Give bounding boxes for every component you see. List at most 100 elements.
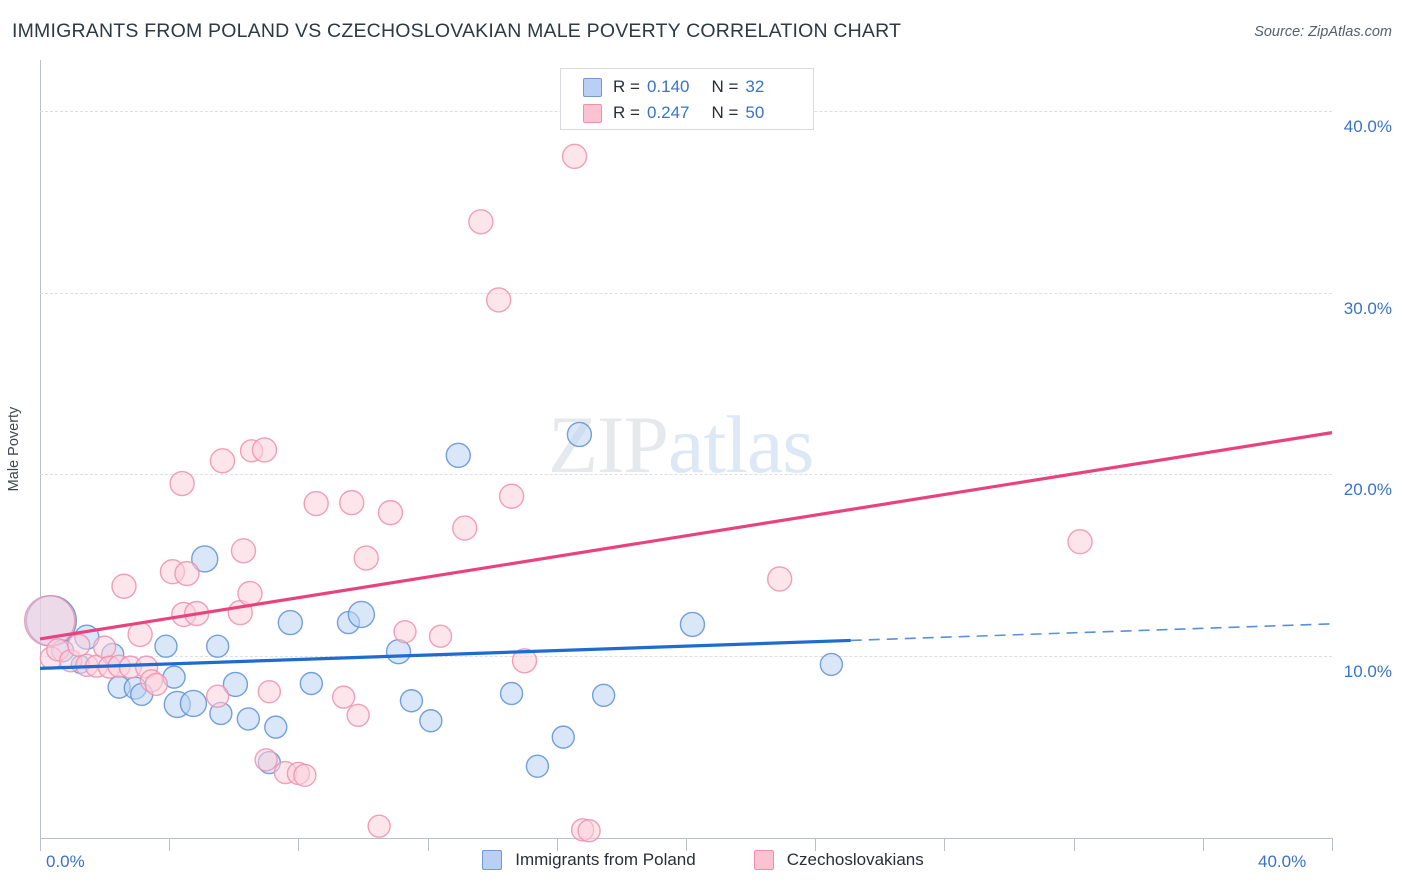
scatter-point[interactable] [525,754,550,778]
n-label-blue: N = [711,77,739,96]
scatter-layer [23,143,1333,843]
scatter-point[interactable] [766,566,793,592]
plot-area [23,60,1333,843]
y-tick-label: 10.0% [1343,662,1392,682]
scatter-point[interactable] [511,648,538,674]
scatter-point[interactable] [257,679,282,704]
series-poland-points [25,421,844,778]
n-label-pink: N = [711,103,739,122]
scatter-point[interactable] [169,470,195,497]
series-czech-points [23,143,1093,843]
legend-item-czechoslovakians[interactable]: Czechoslovakians [753,850,924,870]
stats-legend: R = 0.140 N = 32 R = 0.247 N = 50 [560,68,814,130]
scatter-point[interactable] [499,681,524,706]
scatter-point[interactable] [331,685,356,709]
x-tick [1332,838,1333,851]
scatter-point[interactable] [819,652,844,677]
x-tick [815,838,817,851]
scatter-point[interactable] [498,483,525,509]
scatter-point[interactable] [452,515,478,541]
r-value-blue: 0.140 [646,77,690,96]
scatter-point[interactable] [385,638,412,665]
x-tick [169,838,171,851]
scatter-point[interactable] [127,621,153,648]
scatter-point[interactable] [577,819,601,843]
y-axis-label: Male Poverty [6,406,22,492]
scatter-point[interactable] [419,709,443,733]
scatter-point[interactable] [174,560,200,587]
scatter-point[interactable] [236,707,261,731]
r-value-pink: 0.247 [646,103,690,122]
trendline-czech [39,431,1333,641]
y-tick-label: 20.0% [1343,480,1392,500]
scatter-point[interactable] [566,421,593,448]
scatter-point[interactable] [399,689,424,713]
scatter-point[interactable] [191,545,219,573]
scatter-point[interactable] [230,538,257,564]
scatter-point[interactable] [377,499,404,526]
scatter-point[interactable] [299,671,324,696]
scatter-point[interactable] [1067,529,1093,555]
n-value-blue: 32 [745,77,765,96]
r-label-blue: R = [613,77,640,96]
legend-color-czech-icon [753,850,774,870]
scatter-point[interactable] [251,437,278,463]
legend-swatch-pink [583,103,602,123]
y-tick-label: 30.0% [1343,298,1392,318]
x-tick [40,838,41,851]
x-tick [556,838,558,851]
scatter-point[interactable] [154,634,178,658]
scatter-point[interactable] [303,490,329,517]
scatter-point[interactable] [338,489,365,516]
x-tick [944,838,946,851]
r-label-pink: R = [613,103,640,122]
x-tick [298,838,300,851]
stats-legend-row-poland: R = 0.140 N = 32 [583,74,764,100]
scatter-point[interactable] [237,580,263,607]
scatter-point[interactable] [92,635,117,659]
scatter-point[interactable] [551,725,575,749]
page-title: IMMIGRANTS FROM POLAND VS CZECHOSLOVAKIA… [12,20,902,42]
scatter-point[interactable] [209,448,236,474]
scatter-point[interactable] [353,545,379,571]
scatter-point[interactable] [468,209,494,235]
scatter-point[interactable] [428,624,453,648]
legend-swatch-blue [583,77,602,97]
scatter-point[interactable] [346,703,370,728]
scatter-point[interactable] [347,600,376,629]
scatter-point[interactable] [264,715,288,739]
scatter-point[interactable] [277,609,304,636]
legend-label-poland: Immigrants from Poland [515,850,696,869]
scatter-point[interactable] [144,672,168,697]
scatter-point[interactable] [293,763,317,787]
legend-item-poland[interactable]: Immigrants from Poland [482,850,696,870]
scatter-point[interactable] [561,143,588,170]
x-tick [427,838,429,851]
scatter-point[interactable] [179,689,208,718]
scatter-point[interactable] [485,287,512,313]
x-tick [686,838,687,851]
legend-color-poland-icon [482,850,503,870]
gridline-y [40,292,1332,294]
scatter-point[interactable] [111,573,137,599]
scatter-point[interactable] [205,634,230,658]
scatter-point[interactable] [67,633,91,658]
scatter-point[interactable] [222,671,249,698]
scatter-point[interactable] [591,683,616,708]
y-axis-line [40,60,41,838]
scatter-point[interactable] [445,442,471,469]
n-value-pink: 50 [745,103,765,122]
x-tick-label: 0.0% [46,852,85,871]
scatter-point[interactable] [367,814,391,838]
scatter-point[interactable] [205,684,230,708]
gridline-y [40,656,1332,658]
scatter-point[interactable] [393,619,417,644]
scatter-point[interactable] [679,611,706,638]
y-tick-label: 40.0% [1343,116,1392,136]
stats-legend-row-czech: R = 0.247 N = 50 [583,100,764,126]
scatter-point[interactable] [254,748,278,772]
trendline-poland-projected [850,623,1333,642]
series-legend: Immigrants from Poland Czechoslovakians [0,850,1406,870]
legend-label-czechoslovakians: Czechoslovakians [786,850,924,869]
